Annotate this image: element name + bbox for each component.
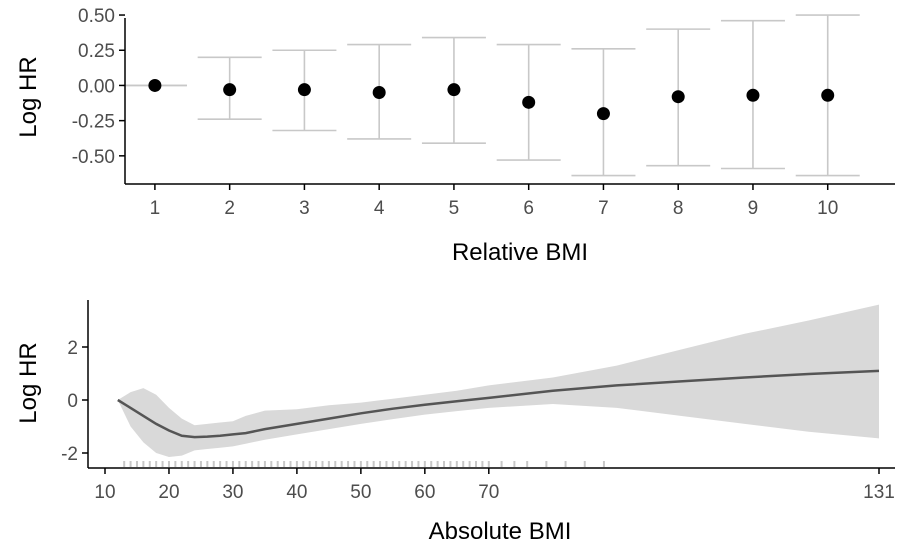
top-x-tick-label-9: 10 bbox=[817, 198, 838, 219]
bottom-x-ticks: 10 20 30 40 50 60 70 131 bbox=[94, 468, 895, 503]
spline-line bbox=[117, 369, 880, 439]
data-point-5 bbox=[447, 83, 461, 97]
bottom-x-tick-label-4: 50 bbox=[350, 482, 371, 503]
bottom-y-tick-label-1: 0 bbox=[67, 391, 78, 412]
data-point-8 bbox=[671, 90, 685, 104]
data-point-3 bbox=[297, 83, 311, 97]
top-y-ticks: 0.50 0.25 0.00 -0.25 -0.50 bbox=[72, 6, 125, 168]
data-point-1 bbox=[148, 78, 162, 92]
bottom-x-axis-title: Absolute BMI bbox=[429, 518, 572, 545]
bottom-y-ticks: 2 0 -2 bbox=[61, 338, 88, 465]
top-y-tick-label-2: 0.00 bbox=[78, 76, 115, 97]
absolute-bmi-panel: 20-2 10 20 30 40 50 60 70 131 Absolute BMI Log … bbox=[15, 300, 895, 545]
bottom-x-tick-label-2: 30 bbox=[222, 482, 243, 503]
relative-bmi-panel: 0.50 0.25 0.00 -0.25 -0.50 1 2 3 4 5 6 7 8 9 10 Relat… bbox=[15, 6, 895, 266]
top-points bbox=[148, 78, 835, 121]
data-point-6 bbox=[522, 95, 536, 109]
top-x-tick-label-6: 7 bbox=[598, 198, 609, 219]
top-y-tick-label-1: 0.25 bbox=[78, 41, 115, 62]
top-x-tick-label-0: 1 bbox=[150, 198, 161, 219]
bottom-x-tick-label-6: 70 bbox=[478, 482, 499, 503]
top-x-axis-title: Relative BMI bbox=[452, 239, 588, 266]
top-y-axis-title: Log HR bbox=[15, 56, 42, 137]
data-point-10 bbox=[821, 88, 835, 102]
bottom-y-tick-label-0: 2 bbox=[67, 338, 78, 359]
data-point-4 bbox=[372, 85, 386, 99]
confidence-band bbox=[117, 304, 880, 457]
data-point-9 bbox=[746, 88, 760, 102]
top-x-tick-label-7: 8 bbox=[673, 198, 684, 219]
bottom-x-tick-label-1: 20 bbox=[158, 482, 179, 503]
top-y-tick-label-0: 0.50 bbox=[78, 6, 115, 27]
top-x-ticks: 1 2 3 4 5 6 7 8 9 10 bbox=[150, 184, 838, 219]
top-y-tick-label-4: -0.50 bbox=[72, 147, 115, 168]
top-y-tick-label-3: -0.25 bbox=[72, 112, 115, 133]
bottom-x-tick-label-5: 60 bbox=[414, 482, 435, 503]
top-x-tick-label-8: 9 bbox=[748, 198, 759, 219]
top-x-tick-label-5: 6 bbox=[523, 198, 534, 219]
top-x-tick-label-4: 5 bbox=[449, 198, 460, 219]
bottom-y-axis-title: Log HR bbox=[15, 342, 42, 423]
top-x-tick-label-2: 3 bbox=[299, 198, 310, 219]
data-point-7 bbox=[596, 107, 610, 121]
bottom-x-tick-label-0: 10 bbox=[94, 482, 115, 503]
bottom-x-tick-label-3: 40 bbox=[286, 482, 307, 503]
top-x-tick-label-1: 2 bbox=[224, 198, 235, 219]
rug-marks bbox=[123, 461, 605, 467]
data-point-2 bbox=[223, 83, 237, 97]
bottom-x-tick-label-7: 131 bbox=[863, 482, 895, 503]
top-x-tick-label-3: 4 bbox=[374, 198, 385, 219]
bottom-y-tick-label-2: -2 bbox=[61, 444, 78, 465]
